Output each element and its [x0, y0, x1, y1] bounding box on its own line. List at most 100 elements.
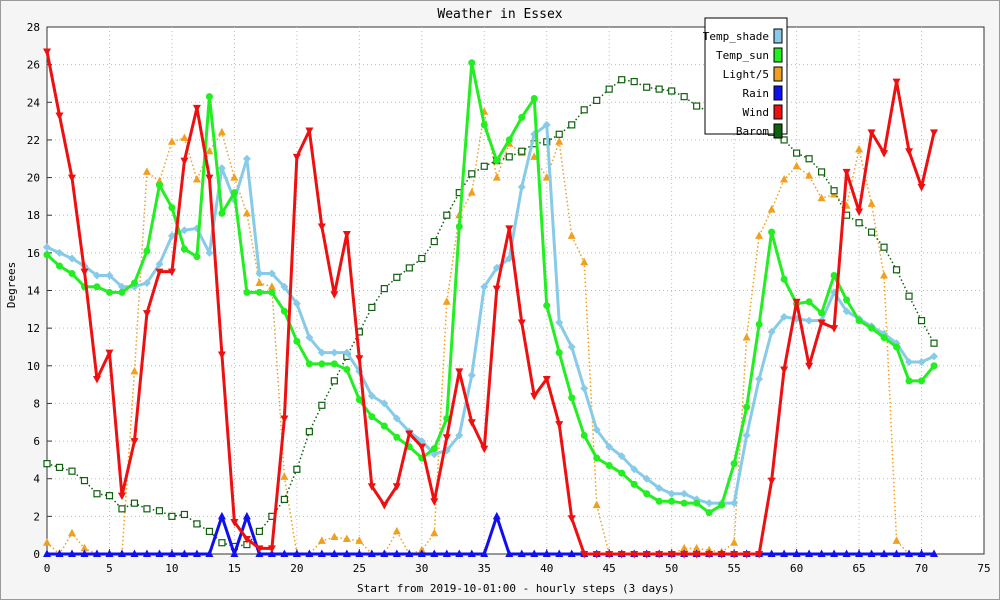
- legend-swatch-temp-sun: [773, 47, 783, 63]
- data-point-rain: [480, 549, 489, 557]
- data-point-wind: [567, 515, 576, 523]
- data-point-wind: [905, 148, 914, 156]
- data-point-light-5: [167, 137, 176, 145]
- data-point-barom: [880, 243, 888, 251]
- data-point-light-5: [392, 526, 401, 535]
- data-point-light-5: [892, 536, 901, 544]
- data-point-wind: [592, 551, 601, 559]
- y-tick-label: 0: [33, 548, 40, 561]
- data-point-temp-shade: [267, 269, 276, 278]
- y-tick-label: 12: [27, 322, 40, 335]
- y-tick-label: 4: [33, 473, 40, 486]
- data-point-light-5: [555, 137, 564, 145]
- x-axis-label: Start from 2019-10-01:00 - hourly steps …: [357, 582, 675, 595]
- data-point-wind: [405, 430, 414, 439]
- data-point-temp-sun: [105, 288, 113, 296]
- data-point-temp-sun: [268, 288, 276, 296]
- data-point-light-5: [442, 297, 451, 305]
- y-tick-label: 10: [27, 360, 40, 373]
- x-tick-label: 10: [165, 562, 178, 575]
- y-tick-label: 2: [33, 510, 40, 523]
- data-point-barom: [305, 428, 313, 436]
- data-point-temp-shade: [242, 154, 251, 163]
- data-point-wind: [55, 112, 64, 120]
- data-point-barom: [293, 465, 301, 473]
- data-point-temp-sun: [143, 247, 151, 255]
- data-point-temp-sun: [230, 189, 238, 197]
- data-point-temp-shade: [630, 465, 639, 474]
- data-point-light-5: [192, 174, 201, 183]
- data-point-temp-sun: [593, 454, 601, 462]
- data-point-light-5: [580, 257, 589, 266]
- data-point-temp-shade: [917, 358, 926, 367]
- data-point-rain: [142, 549, 151, 557]
- data-point-temp-sun: [930, 362, 938, 370]
- data-point-temp-shade: [580, 384, 589, 393]
- data-point-wind: [680, 551, 689, 559]
- series-wind: [43, 48, 939, 559]
- data-point-temp-shade: [467, 371, 476, 380]
- data-point-barom: [168, 512, 176, 520]
- data-point-barom: [605, 85, 613, 93]
- data-point-wind: [755, 551, 764, 559]
- data-point-temp-shade: [905, 358, 914, 367]
- data-point-light-5: [230, 173, 239, 181]
- data-point-temp-sun: [880, 334, 888, 342]
- data-point-rain: [92, 549, 101, 557]
- data-point-light-5: [880, 270, 889, 279]
- data-point-rain: [380, 549, 389, 557]
- data-point-barom: [180, 510, 189, 519]
- data-point-rain: [67, 549, 76, 557]
- data-point-light-5: [80, 543, 89, 552]
- data-point-light-5: [592, 500, 601, 509]
- data-point-temp-sun: [118, 288, 126, 296]
- data-point-wind: [805, 362, 814, 371]
- data-point-temp-sun: [905, 377, 913, 385]
- data-point-temp-shade: [117, 282, 126, 291]
- data-point-temp-shade: [617, 452, 626, 461]
- legend-label-wind: Wind: [743, 106, 770, 119]
- data-point-temp-sun: [630, 480, 638, 488]
- data-point-wind: [180, 157, 189, 166]
- data-point-temp-sun: [318, 360, 326, 368]
- data-point-rain: [855, 549, 864, 557]
- data-point-temp-shade: [205, 248, 214, 257]
- data-point-temp-shade: [505, 254, 514, 263]
- data-point-rain: [867, 549, 876, 557]
- data-point-temp-sun: [168, 204, 176, 212]
- data-point-rain: [417, 549, 426, 557]
- legend-swatch-rain: [773, 85, 783, 101]
- x-tick-label: 5: [106, 562, 113, 575]
- data-point-barom: [80, 476, 89, 485]
- data-point-temp-sun: [218, 209, 226, 217]
- data-point-wind: [117, 492, 126, 501]
- data-point-temp-sun: [755, 320, 763, 328]
- data-point-light-5: [817, 193, 826, 202]
- x-tick-label: 20: [290, 562, 303, 575]
- data-point-temp-sun: [55, 262, 63, 270]
- data-point-wind: [305, 127, 314, 136]
- data-point-temp-sun: [68, 270, 76, 278]
- data-point-temp-shade: [167, 231, 176, 240]
- data-point-temp-sun: [155, 181, 163, 189]
- data-point-light-5: [255, 278, 264, 286]
- series-layer: [43, 48, 939, 559]
- data-point-temp-shade: [430, 450, 439, 459]
- data-point-barom: [205, 527, 214, 536]
- data-point-temp-sun: [843, 296, 851, 304]
- data-point-temp-shade: [255, 269, 264, 278]
- legend-label-light-5: Light/5: [723, 68, 769, 81]
- data-point-wind: [217, 351, 226, 359]
- data-point-barom: [118, 505, 126, 513]
- data-point-temp-sun: [743, 403, 751, 411]
- data-point-rain: [567, 549, 576, 557]
- data-point-light-5: [855, 144, 864, 153]
- data-point-rain: [117, 549, 126, 557]
- data-point-temp-shade: [142, 278, 151, 287]
- data-point-wind: [167, 268, 176, 277]
- data-point-wind: [380, 502, 389, 510]
- data-point-wind: [880, 150, 889, 158]
- data-point-light-5: [242, 208, 251, 217]
- y-tick-label: 22: [27, 134, 40, 147]
- data-point-temp-sun: [668, 497, 676, 505]
